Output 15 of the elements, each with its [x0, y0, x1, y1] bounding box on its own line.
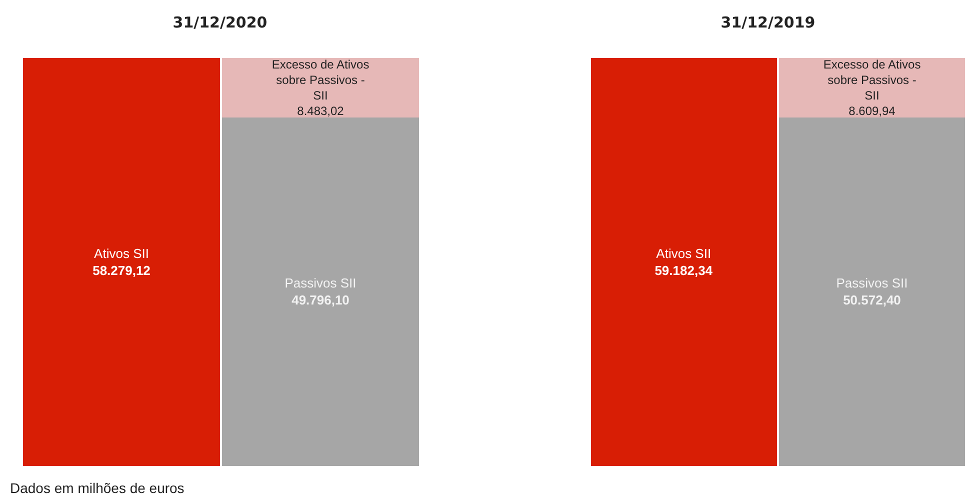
data-label: 49.796,10	[292, 292, 350, 308]
series-label: Passivos SII	[284, 276, 356, 291]
data-label: 8.483,02	[297, 104, 344, 118]
data-label: 58.279,12	[92, 262, 150, 278]
data-label: 50.572,40	[843, 292, 901, 308]
series-label: Excesso de Ativos sobre Passivos - SII	[823, 57, 921, 102]
series-label: Passivos SII	[836, 276, 908, 291]
data-label: 59.182,34	[654, 262, 714, 278]
chart-title: 31/12/2020	[172, 13, 268, 32]
chart-title: 31/12/2019	[720, 13, 816, 32]
data-label: 8.609,94	[848, 104, 896, 118]
series-label: Ativos SII	[94, 246, 149, 262]
series-label: Excesso de Ativos sobre Passivos - SII	[272, 57, 370, 102]
text: Dados em milhões de euros	[10, 480, 184, 496]
series-label: Ativos SII	[656, 246, 712, 262]
